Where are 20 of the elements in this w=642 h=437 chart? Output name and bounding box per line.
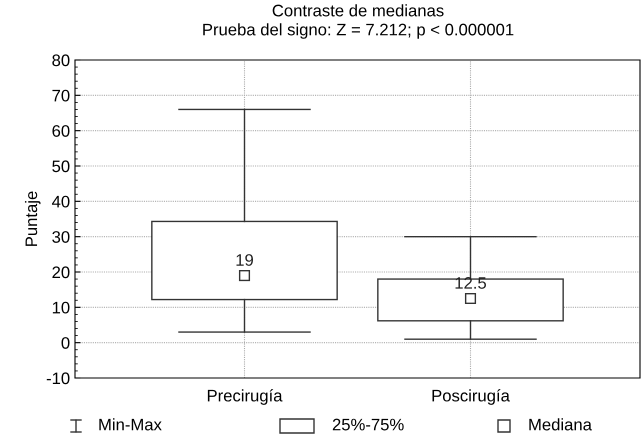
x-tick-label: Precirugía	[208, 389, 282, 405]
y-tick-label: 80	[52, 54, 70, 66]
text: Min-Max	[99, 418, 162, 430]
x-tick-label: Poscirugía	[432, 389, 510, 405]
y-tick-label: 0	[62, 337, 70, 349]
text: Mediana	[529, 418, 592, 430]
y-tick-label: 40	[52, 196, 70, 208]
y-tick-label: 50	[52, 160, 70, 172]
y-tick-label: -10	[46, 372, 70, 384]
y-tick-label: 30	[52, 231, 70, 243]
y-axis-title: Puntaje	[24, 191, 40, 246]
annotation: 19	[236, 254, 253, 266]
y-tick-label: 10	[52, 302, 70, 314]
chart-title: Contraste de medianas	[272, 4, 444, 16]
text: 25%-75%	[332, 418, 404, 430]
y-tick-label: 20	[52, 266, 70, 278]
annotation: 12.5	[456, 277, 486, 289]
y-tick-label: 70	[52, 90, 70, 102]
chart-subtitle: Prueba del signo: Z = 7.212; p < 0.000001	[203, 23, 514, 39]
y-tick-label: 60	[52, 125, 70, 137]
